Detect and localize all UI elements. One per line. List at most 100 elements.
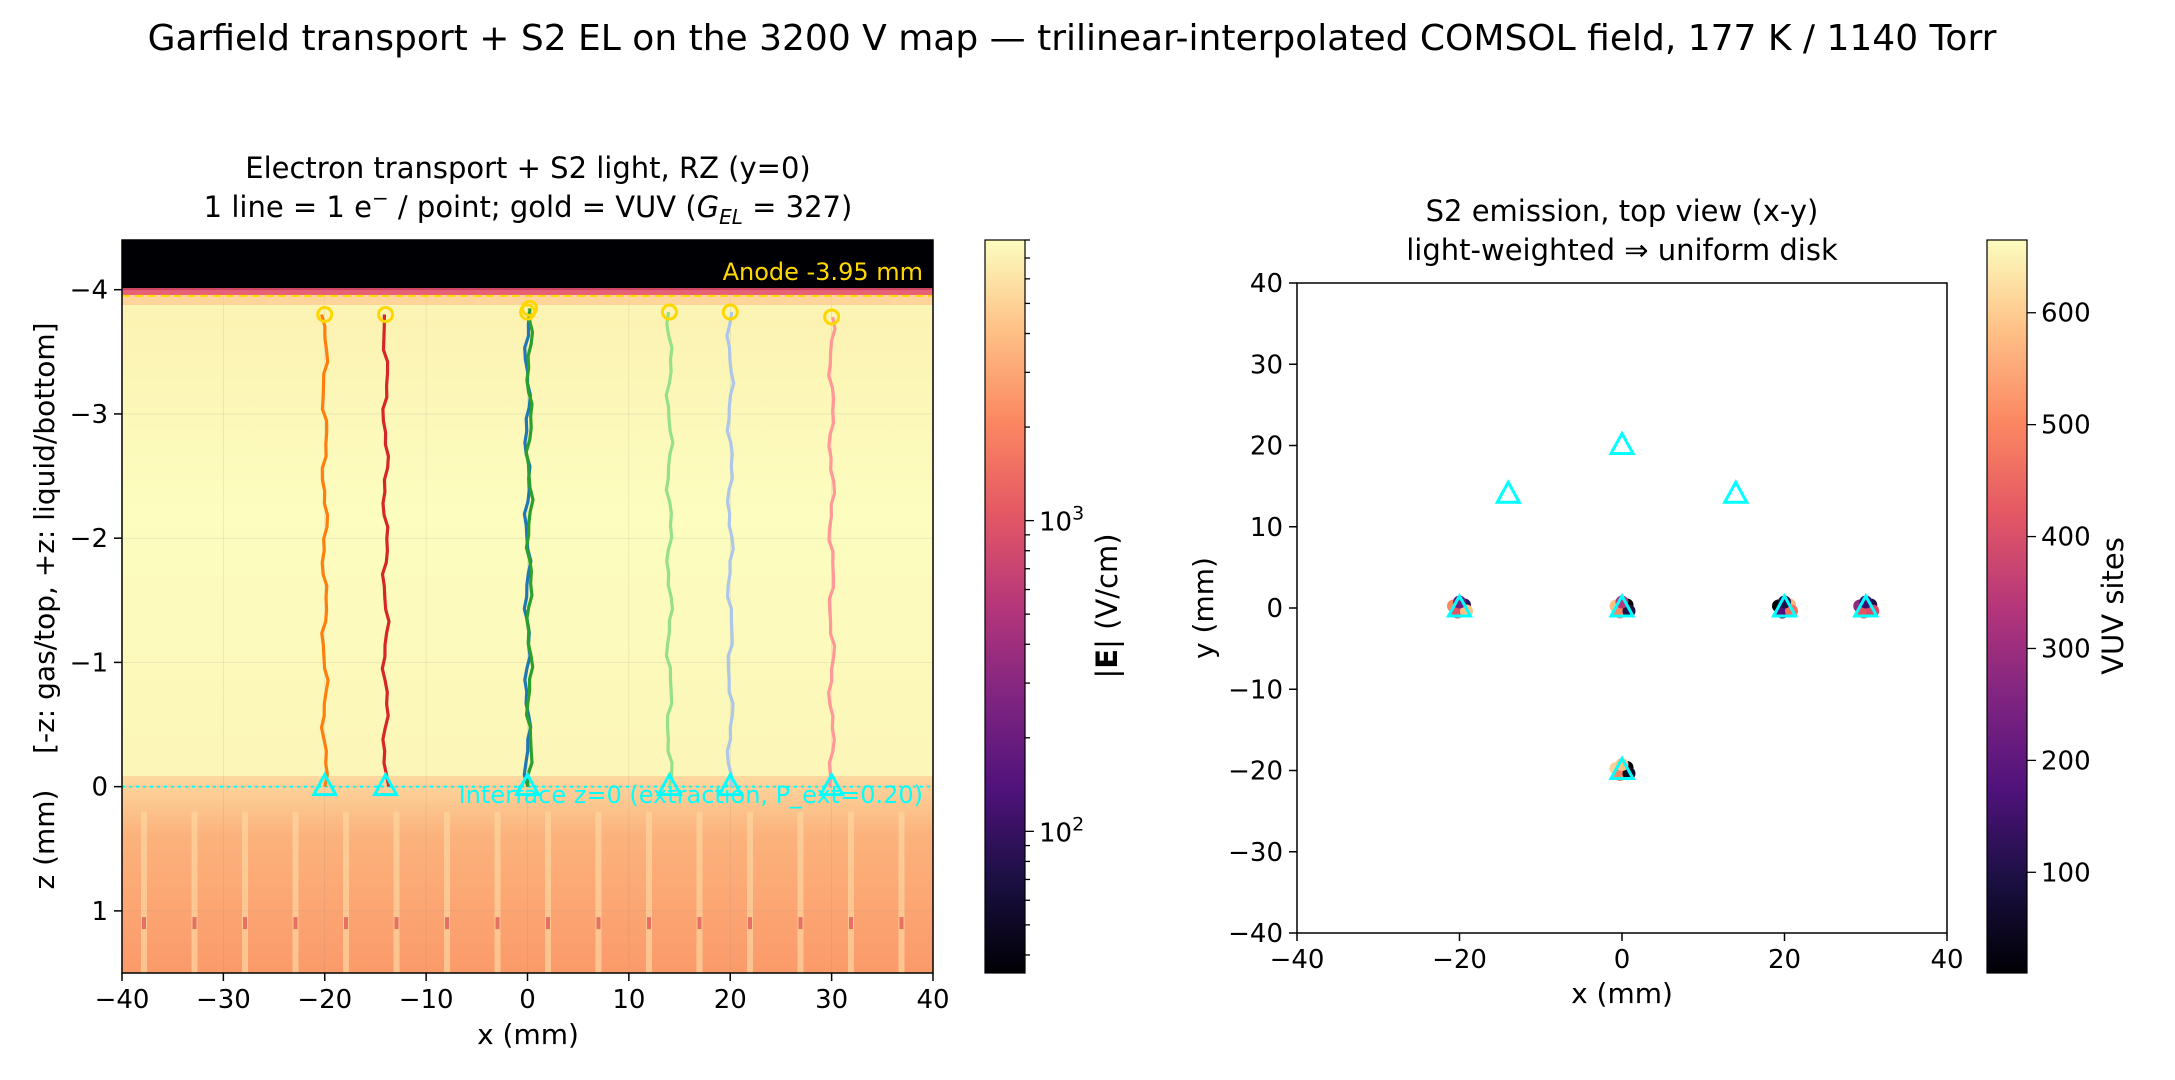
cbar-tick-label: 400	[2041, 523, 2091, 553]
start-marker	[1608, 430, 1636, 455]
xy-x-axis-label: x (mm)	[1571, 977, 1673, 1010]
start-marker	[513, 771, 542, 797]
start-marker	[372, 771, 400, 797]
x-tick-label: −10	[399, 985, 454, 1015]
anode-label: Anode -3.95 mm	[723, 258, 923, 286]
y-tick-label: 0	[91, 773, 108, 803]
x-tick-label: 0	[519, 985, 536, 1015]
wire-stripe	[696, 811, 703, 973]
y-tick-label: 0	[1266, 594, 1283, 624]
wire-hotspot	[192, 917, 197, 930]
x-tick-label: −20	[297, 985, 352, 1015]
wire-hotspot	[394, 917, 399, 930]
start-marker	[1852, 592, 1880, 618]
wire-hotspot	[142, 917, 146, 930]
start-marker	[1770, 592, 1799, 618]
rz-x-ticks: −40 −30 −20 −10 0 10 20 30 40	[95, 973, 950, 1015]
y-tick-label: 40	[1250, 269, 1283, 299]
figure-suptitle: Garfield transport + S2 EL on the 3200 V…	[148, 18, 1997, 59]
xy-emission-panel: S2 emission, top view (x-y) light-weight…	[1187, 194, 2130, 1010]
wire-hotspot	[546, 917, 550, 930]
y-tick-label: 30	[1250, 350, 1283, 380]
wire-stripe	[797, 811, 804, 973]
vuv-colorbar-ticks: 100 200 300 400 500 600	[2027, 299, 2091, 888]
electron-track	[826, 316, 837, 787]
wire-stripe	[545, 811, 551, 973]
wire-hotspot	[697, 917, 702, 930]
electron-tracks	[319, 308, 837, 788]
wire-hotspot	[899, 917, 904, 930]
y-tick-label: −10	[1228, 675, 1283, 705]
wire-hotspot	[293, 917, 298, 930]
wire-hotspot	[748, 917, 752, 930]
rz-y-axis-label: z (mm) [-z: gas/top, +z: liquid/bottom]	[28, 322, 61, 889]
y-tick-label: −40	[1228, 919, 1283, 949]
wire-stripe	[191, 811, 198, 973]
electron-track	[380, 314, 391, 787]
electron-track	[319, 314, 330, 787]
y-tick-label: −3	[70, 400, 108, 430]
wire-stripe	[747, 811, 753, 973]
wire-stripe	[949, 811, 955, 973]
start-marker	[1494, 479, 1522, 504]
x-tick-label: 0	[1614, 945, 1631, 975]
rz-panel-title-line2: 1 line = 1 e− / point; gold = VUV (GEL =…	[204, 186, 853, 229]
start-marker	[1722, 479, 1750, 504]
y-tick-label: −30	[1228, 838, 1283, 868]
emission-marker	[316, 306, 334, 324]
wire-hotspot	[596, 917, 601, 930]
y-tick-label: −4	[70, 276, 108, 306]
wire-hotspot	[495, 917, 500, 930]
electron-track	[664, 311, 675, 787]
cbar-tick-label: 102	[1039, 813, 1084, 848]
cbar-tick-label: 103	[1039, 503, 1084, 538]
start-marker	[716, 771, 744, 797]
vuv-site-point	[1615, 758, 1629, 771]
emission-marker	[377, 306, 395, 324]
wire-hotspot	[950, 917, 954, 929]
y-tick-label: 1	[91, 897, 108, 927]
xy-panel-title-line2: light-weighted ⇒ uniform disk	[1406, 233, 1838, 267]
field-colorbar-ticks: 102 103	[1025, 239, 1084, 956]
x-tick-label: −40	[95, 985, 150, 1015]
xy-panel-title-line1: S2 emission, top view (x-y)	[1426, 194, 1819, 228]
rz-panel-title-line1: Electron transport + S2 light, RZ (y=0)	[245, 151, 810, 185]
x-tick-label: −20	[1432, 945, 1487, 975]
interface-label: Interface z=0 (extraction, P_ext=0.20)	[459, 781, 923, 809]
vuv-site-point	[1859, 595, 1873, 609]
x-tick-label: 40	[1930, 945, 1963, 975]
y-tick-label: −1	[70, 648, 108, 678]
y-tick-label: 20	[1250, 432, 1283, 462]
wire-stripe	[595, 811, 602, 973]
wire-stripe	[393, 811, 400, 973]
xy-x-ticks: −40 −20 0 20 40	[1270, 933, 1964, 975]
vuv-site-point	[1453, 595, 1466, 609]
start-marker	[818, 771, 846, 797]
cbar-tick-label: 100	[2041, 858, 2091, 888]
start-marker	[1608, 755, 1636, 780]
x-tick-label: 40	[916, 985, 949, 1015]
xy-y-axis-label: y (mm)	[1187, 557, 1220, 659]
emission-marker	[521, 299, 539, 317]
wire-stripe	[343, 811, 349, 973]
field-colorbar	[984, 239, 1026, 974]
x-tick-label: 30	[815, 985, 848, 1015]
vuv-colorbar-label: VUV sites	[2096, 537, 2130, 675]
emission-marker	[721, 303, 739, 321]
wire-stripe	[444, 811, 450, 973]
wire-stripe	[898, 811, 905, 973]
rz-x-axis-label: x (mm)	[477, 1018, 579, 1051]
wire-stripe	[292, 811, 299, 973]
y-tick-label: −2	[70, 524, 108, 554]
wire-stripe	[242, 811, 248, 973]
vuv-site-point	[1615, 595, 1629, 609]
x-tick-label: −30	[196, 985, 251, 1015]
xy-start-markers	[1445, 430, 1880, 780]
start-marker	[655, 771, 683, 797]
wire-stripe	[141, 811, 147, 973]
field-colorbar-label: |E| (V/cm)	[1090, 533, 1124, 678]
y-tick-label: −20	[1228, 757, 1283, 787]
emission-markers	[316, 299, 841, 326]
emission-marker	[823, 308, 841, 326]
